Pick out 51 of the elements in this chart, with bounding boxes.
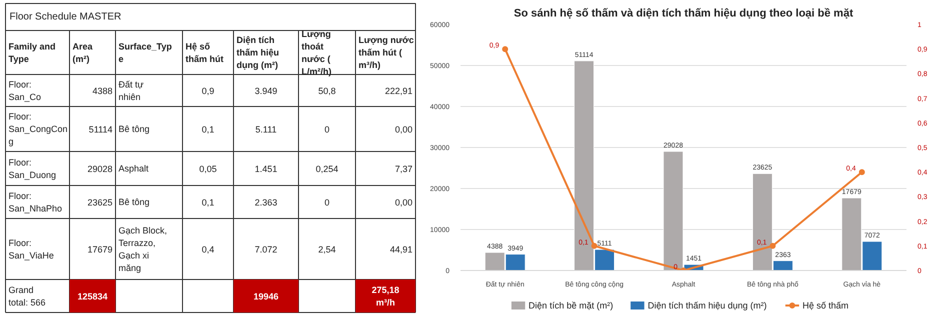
chart-title: So sánh hệ số thấm và diện tích thấm hiệu dụng theo loại bề mặt: [514, 8, 854, 20]
text: Floor: San_Duong: [8, 157, 56, 180]
text: 1.451: [254, 164, 278, 174]
text: 0,9: [202, 86, 214, 96]
text: 0,1: [202, 198, 214, 208]
text: Grand total: 566: [8, 284, 46, 308]
category-label: Lượng nước thấm hút ( m³/h): [358, 35, 414, 70]
text: Bê tông: [118, 124, 150, 134]
category-label: Diện tích thấm hiệu dụng (m²): [236, 35, 280, 70]
text: 51114: [88, 124, 113, 134]
text: 44,91: [390, 244, 413, 254]
text: 0,00: [394, 124, 413, 134]
text: 50,8: [318, 86, 336, 96]
text: 2,54: [318, 244, 336, 254]
text: 7,37: [394, 164, 413, 174]
text: 17679: [87, 244, 113, 254]
text: Floor: San_NhaPho: [8, 190, 62, 214]
category-label: Lượng thoát nước ( L/m²/h): [302, 28, 332, 76]
category-label: Area (m²): [72, 41, 94, 64]
text: 0: [324, 198, 330, 208]
category-label: Đất tự nhiên: [118, 79, 144, 102]
text: 29028: [87, 164, 113, 174]
legend-label: Diện tích bề mặt (m²): [528, 300, 614, 310]
text: Floor: San_Co: [8, 79, 42, 102]
text: Floor Schedule MASTER: [10, 12, 122, 22]
text: Bê tông: [118, 197, 150, 207]
category-label: Family and Type: [8, 41, 56, 64]
text: Gạch Block, Terrazzo, Gạch xi măng: [118, 225, 168, 273]
text: 0,254: [316, 164, 338, 174]
text: 3.949: [254, 86, 278, 96]
text: 2.363: [254, 198, 278, 208]
text: Floor: San_CongCong: [8, 112, 68, 146]
text: 275,18 m³/h: [372, 284, 400, 308]
legend-label: Hệ số thấm: [802, 300, 849, 310]
category-label: Surface_Type: [118, 41, 172, 64]
text: 0,4: [202, 244, 214, 254]
category-label: Asphalt: [118, 164, 149, 174]
text: 5.111: [255, 124, 277, 134]
text: 0,00: [394, 198, 413, 208]
text: 4388: [92, 86, 113, 96]
text: 0,05: [199, 164, 217, 174]
legend-label: Diện tích thấm hiệu dụng (m²): [648, 300, 767, 310]
category-label: Hệ số thấm hút: [186, 41, 224, 64]
text: 222,91: [384, 86, 413, 96]
text: 19946: [253, 292, 279, 302]
text: 7.072: [254, 244, 278, 254]
text: 23625: [87, 198, 113, 208]
text: 0: [324, 124, 330, 134]
text: Floor: San_ViaHe: [8, 238, 54, 260]
text: 125834: [77, 292, 108, 302]
text: 0,1: [202, 124, 214, 134]
